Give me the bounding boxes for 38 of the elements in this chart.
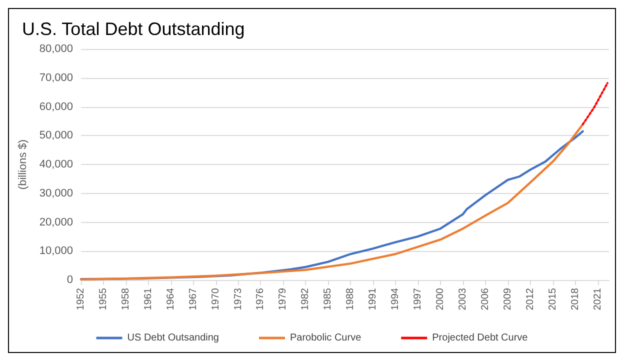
x-tick-label: 2015 — [547, 288, 558, 310]
y-tick-label: 0 — [66, 274, 73, 286]
legend-label: US Debt Outsanding — [127, 332, 219, 344]
x-tick-label: 1982 — [300, 288, 312, 310]
x-tick-label: 2003 — [457, 288, 468, 310]
x-tick-label: 1961 — [142, 288, 154, 310]
y-tick-label: 40,000 — [39, 158, 73, 170]
legend-label: Projected Debt Curve — [432, 332, 528, 344]
x-tick-label: 1973 — [232, 288, 244, 310]
y-tick-label: 60,000 — [39, 100, 73, 113]
x-tick-label: 1988 — [345, 288, 356, 310]
y-tick-label: 20,000 — [39, 216, 73, 228]
x-tick-label: 2021 — [592, 288, 604, 310]
y-tick-label: 70,000 — [39, 72, 73, 84]
legend-label: Parobolic Curve — [290, 332, 362, 344]
y-axis-title: (billions $) — [16, 139, 29, 190]
x-tick-label: 1997 — [412, 288, 424, 310]
x-tick-label: 1958 — [120, 288, 132, 310]
x-tick-label: 1970 — [210, 288, 222, 310]
x-tick-label: 1952 — [76, 288, 86, 310]
x-tick-label: 1991 — [368, 288, 379, 310]
x-tick-label: 2018 — [570, 288, 581, 310]
x-tick-label: 2000 — [434, 288, 446, 310]
x-tick-label: 2009 — [502, 288, 514, 310]
x-tick-label: 1964 — [165, 288, 176, 310]
x-tick-label: 2006 — [480, 288, 491, 310]
x-tick-label: 1994 — [390, 288, 402, 310]
x-tick-label: 1985 — [322, 288, 334, 310]
y-tick-label: 30,000 — [39, 187, 73, 200]
x-tick-label: 1955 — [98, 288, 109, 310]
x-tick-label: 2012 — [524, 288, 536, 310]
y-tick-label: 10,000 — [39, 245, 73, 258]
x-tick-label: 1979 — [278, 288, 289, 310]
y-tick-label: 50,000 — [39, 130, 73, 142]
chart-title: U.S. Total Debt Outstanding — [22, 19, 245, 39]
x-tick-label: 1976 — [255, 288, 266, 310]
y-tick-label: 80,000 — [39, 43, 73, 55]
x-tick-label: 1967 — [188, 288, 199, 310]
